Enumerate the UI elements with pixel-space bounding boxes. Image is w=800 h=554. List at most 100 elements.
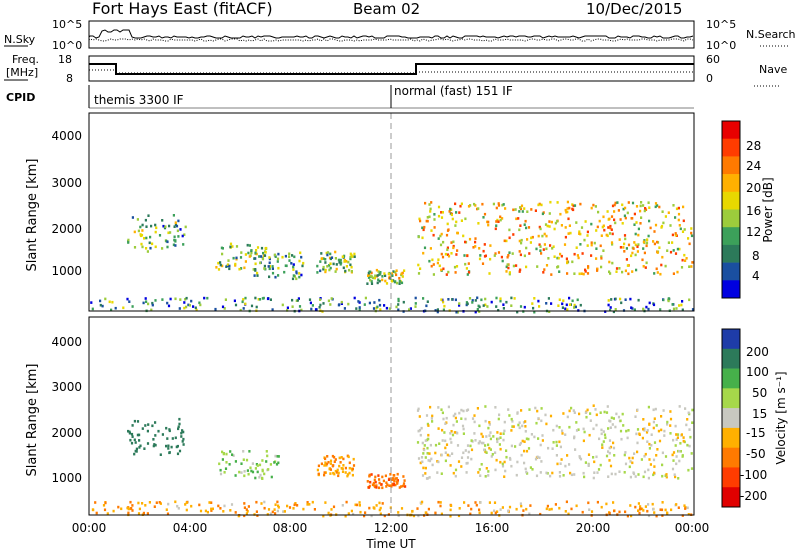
power-cell-542 bbox=[682, 205, 685, 209]
velocity-cell-53 bbox=[139, 444, 142, 448]
velocity-cell-414 bbox=[569, 471, 572, 475]
power-cell-802 bbox=[545, 264, 549, 267]
power-cell-462 bbox=[609, 272, 612, 275]
power-cell-1042 bbox=[261, 297, 264, 300]
power-cell-596 bbox=[672, 204, 675, 207]
power-cell-993 bbox=[296, 299, 299, 302]
power-cell-412 bbox=[426, 216, 429, 219]
velocity-cell-996 bbox=[352, 512, 355, 516]
power-cell-769 bbox=[553, 255, 556, 258]
power-cell-931 bbox=[476, 308, 479, 311]
power-cell-316 bbox=[447, 270, 450, 274]
velocity-cell-270 bbox=[628, 456, 631, 460]
velocity-cell-111 bbox=[265, 460, 268, 463]
power-cell-251 bbox=[392, 270, 395, 273]
velocity-cell-175 bbox=[341, 470, 345, 473]
velocity-cell-28 bbox=[176, 452, 180, 456]
velocity-cell-757 bbox=[255, 500, 258, 504]
power-cell-581 bbox=[572, 208, 575, 212]
power-cell-410 bbox=[645, 244, 648, 248]
velocity-cell-343 bbox=[678, 405, 681, 408]
power-cell-1071 bbox=[486, 305, 489, 308]
power-cell-700 bbox=[526, 210, 529, 213]
velocity-cell-240 bbox=[393, 474, 396, 477]
power-cell-600 bbox=[590, 254, 593, 257]
velocity-cell-709 bbox=[606, 405, 609, 408]
power-cell-607 bbox=[545, 234, 548, 238]
power-cell-677 bbox=[646, 238, 649, 241]
velocity-cell-59 bbox=[171, 437, 174, 440]
power-cell-568 bbox=[683, 228, 686, 231]
power-ylabel: Slant Range [km] bbox=[25, 159, 40, 272]
power-cell-589 bbox=[543, 232, 546, 236]
power-cell-235 bbox=[324, 268, 327, 272]
velocity-cell-521 bbox=[437, 406, 440, 409]
power-cell-805 bbox=[675, 307, 678, 310]
velocity-cell-125 bbox=[325, 464, 328, 467]
velocity-cell-556 bbox=[665, 473, 668, 476]
power-cell-393 bbox=[544, 223, 548, 226]
velocity-cell-832 bbox=[131, 509, 134, 512]
velocity-cell-803 bbox=[638, 511, 641, 515]
power-cell-897 bbox=[545, 302, 548, 305]
power-cell-116 bbox=[234, 262, 237, 266]
power-cell-294 bbox=[391, 274, 394, 277]
power-cell-1018 bbox=[114, 306, 117, 310]
power-cell-3 bbox=[174, 223, 177, 226]
power-cell-525 bbox=[455, 253, 458, 256]
velocity-cell-632 bbox=[458, 411, 461, 415]
velocity-cell-681 bbox=[593, 460, 596, 464]
power-cell-9 bbox=[177, 235, 180, 238]
power-cell-860 bbox=[609, 308, 612, 312]
velocity-cell-923 bbox=[127, 507, 130, 511]
velocity-cell-415 bbox=[561, 432, 564, 435]
power-cell-1065 bbox=[383, 304, 386, 307]
velocity-cell-141 bbox=[324, 457, 327, 461]
velocity-cell-107 bbox=[270, 475, 273, 479]
velocity-cell-904 bbox=[271, 510, 274, 514]
velocity-cell-239 bbox=[382, 479, 385, 483]
power-cell-1057 bbox=[188, 304, 191, 307]
power-cell-227 bbox=[324, 258, 327, 261]
power-cell-830 bbox=[286, 306, 289, 310]
velocity-cell-379 bbox=[652, 420, 655, 424]
power-cell-519 bbox=[622, 207, 625, 211]
velocity-cell-518 bbox=[497, 417, 500, 421]
velocity-cell-355 bbox=[510, 444, 513, 448]
velocity-cell-946 bbox=[277, 506, 280, 509]
velocity-cell-805 bbox=[439, 504, 442, 508]
velocity-cell-385 bbox=[582, 427, 585, 431]
power-cell-527 bbox=[607, 226, 610, 229]
velocity-cell-199 bbox=[394, 483, 397, 487]
velocity-colorbar-ticks: 200 100 50 15 -15 -50 -100 -200 bbox=[740, 345, 769, 503]
power-cell-921 bbox=[672, 307, 676, 311]
velocity-cell-768 bbox=[166, 512, 170, 516]
velocity-cell-90 bbox=[251, 470, 255, 474]
power-cell-653 bbox=[633, 212, 636, 216]
power-cell-750 bbox=[631, 217, 634, 220]
velocity-cell-32 bbox=[180, 431, 183, 435]
velocity-cell-842 bbox=[378, 508, 381, 512]
power-cell-390 bbox=[505, 270, 508, 273]
velocity-cell-762 bbox=[190, 504, 193, 508]
power-cell-62 bbox=[169, 231, 172, 234]
velocity-cell-279 bbox=[521, 424, 524, 428]
velocity-cell-445 bbox=[677, 477, 680, 480]
power-cell-157 bbox=[268, 257, 271, 261]
velocity-cell-881 bbox=[142, 511, 145, 515]
power-cell-437 bbox=[621, 222, 624, 225]
velocity-cell-500 bbox=[518, 426, 521, 430]
power-cell-450 bbox=[530, 208, 533, 211]
velocity-cell-19 bbox=[133, 419, 136, 423]
power-cell-314 bbox=[564, 226, 567, 229]
velocity-cell-95 bbox=[256, 470, 259, 474]
velocity-cell-420 bbox=[425, 414, 429, 417]
velocity-cell-776 bbox=[276, 500, 279, 504]
velocity-cell-775 bbox=[427, 507, 430, 511]
velocity-cell-890 bbox=[457, 514, 461, 518]
velocity-ylabel: Slant Range [km] bbox=[25, 364, 40, 477]
velocity-cell-308 bbox=[449, 437, 452, 441]
velocity-cell-1012 bbox=[276, 509, 279, 513]
velocity-cell-693 bbox=[460, 465, 463, 468]
velocity-cell-563 bbox=[648, 422, 651, 426]
